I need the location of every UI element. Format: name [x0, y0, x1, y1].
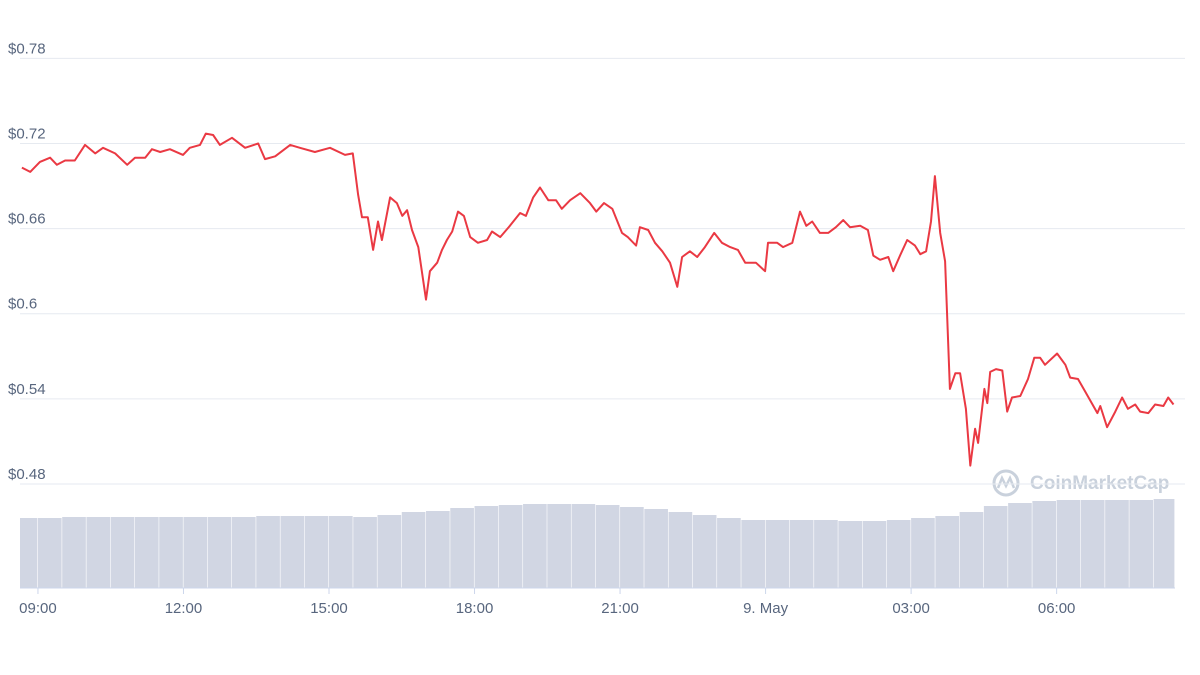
volume-bar — [1105, 500, 1129, 588]
volume-bar — [717, 518, 741, 588]
volume-bar — [911, 518, 935, 588]
watermark-logo — [992, 469, 1020, 497]
volume-bar — [838, 521, 863, 588]
y-tick-label: $0.6 — [8, 296, 37, 313]
volume-bar — [886, 520, 911, 588]
x-tick-label: 15:00 — [310, 600, 348, 617]
volume-bar — [814, 520, 838, 588]
volume-bar — [86, 517, 111, 588]
volume-bar — [426, 511, 450, 588]
volume-bar — [862, 521, 887, 588]
volume-bar — [595, 505, 620, 588]
watermark-logo-mark — [996, 474, 1016, 489]
volume-bar — [1008, 503, 1032, 588]
x-tick-label: 06:00 — [1038, 600, 1076, 617]
volume-bar — [474, 506, 499, 588]
volume-bar — [110, 517, 135, 588]
volume-bar — [450, 508, 474, 588]
volume-bar — [620, 507, 644, 588]
volume-bar — [353, 517, 377, 588]
x-tick-label: 12:00 — [165, 600, 203, 617]
y-tick-label: $0.72 — [8, 125, 46, 142]
volume-bar — [547, 504, 571, 588]
x-tick-label: 03:00 — [892, 600, 930, 617]
volume-bar — [256, 516, 280, 588]
volume-bar — [692, 515, 717, 588]
volume-bar — [377, 515, 402, 588]
y-tick-label: $0.48 — [8, 466, 46, 483]
volume-bar — [280, 516, 305, 588]
x-tick-label: 9. May — [743, 600, 789, 617]
volume-bar — [62, 517, 86, 588]
price-line — [21, 132, 1175, 467]
volume-bar — [789, 520, 814, 588]
volume-bar — [1056, 500, 1081, 588]
volume-bar — [1129, 500, 1154, 588]
volume-bar — [159, 517, 183, 588]
volume-bar — [571, 504, 596, 588]
volume-bar — [765, 520, 790, 588]
x-tick-label: 21:00 — [601, 600, 639, 617]
volume-bar — [498, 505, 523, 588]
volume-bar — [207, 517, 232, 588]
volume-bar — [37, 518, 62, 588]
volume-bar — [1080, 500, 1105, 588]
y-tick-label: $0.66 — [8, 211, 46, 228]
volume-bar — [329, 516, 353, 588]
volume-bar — [935, 516, 960, 588]
volume-bar — [523, 504, 547, 588]
volume-bar — [644, 509, 668, 588]
volume-bar — [304, 516, 329, 588]
volume-bar — [1032, 501, 1057, 588]
volume-bar — [983, 506, 1008, 588]
volume-bar — [959, 512, 984, 588]
volume-bar — [741, 520, 765, 588]
volume-bar — [183, 517, 208, 588]
plot: $0.48 $0.54 $0.6 $0.66 $0.72 $0.78 09:00 12:00 1… — [8, 40, 1185, 617]
volume-bar — [401, 512, 426, 588]
y-tick-label: $0.54 — [8, 381, 46, 398]
x-tick-label: 09:00 — [19, 600, 57, 617]
watermark: CoinMarketCap — [992, 469, 1169, 497]
y-tick-label: $0.78 — [8, 40, 46, 57]
volume-bar — [231, 517, 256, 588]
volume-bar — [20, 518, 38, 588]
volume-bar — [668, 512, 693, 588]
x-tick-label: 18:00 — [456, 600, 494, 617]
volume-bar — [134, 517, 159, 588]
volume-bar — [1153, 499, 1175, 588]
